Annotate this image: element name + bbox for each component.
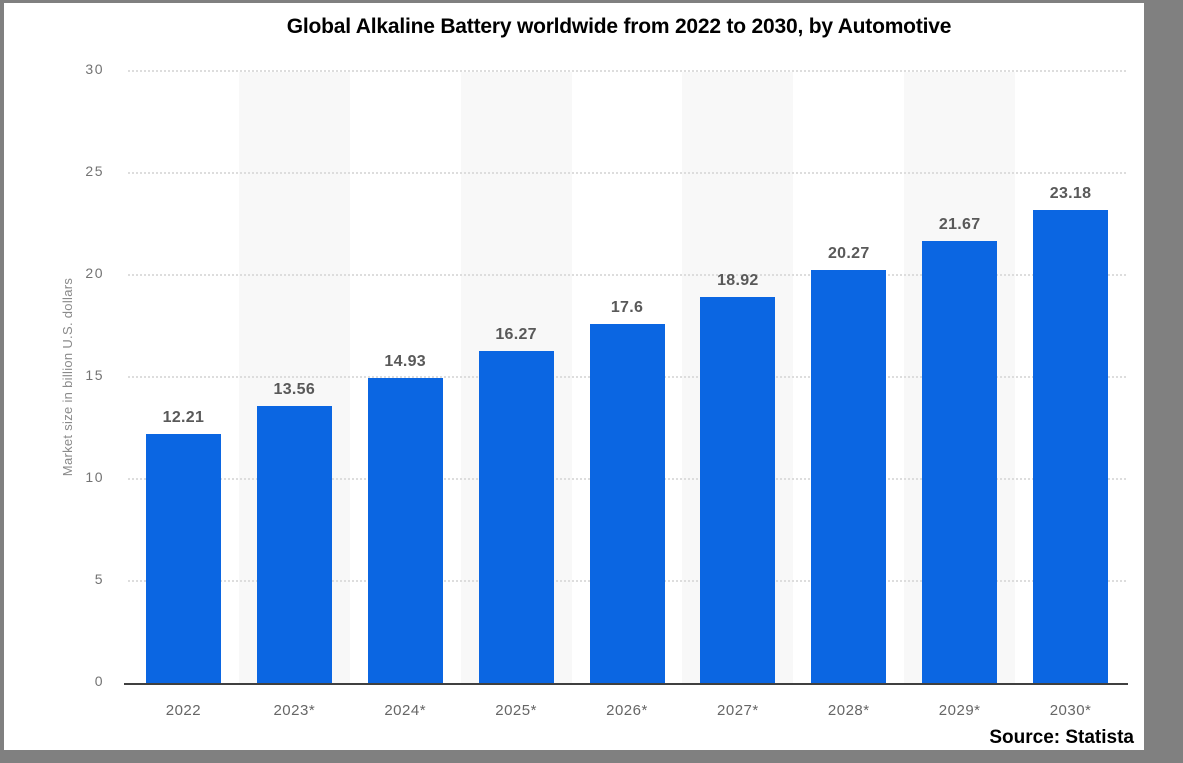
bar [256,406,332,683]
bar-value-label: 14.93 [384,353,426,371]
gridline [128,70,1126,72]
y-tick-label: 0 [94,673,104,689]
bar-value-label: 12.21 [162,408,205,426]
x-tick-label: 2022 [165,702,202,719]
y-axis-tick-labels: 0 5 10 15 20 25 30 [34,61,104,689]
chart-title: Global Alkaline Battery worldwide from 2… [286,15,952,38]
source-label: Source: Statista [989,727,1134,748]
x-tick-label: 2024* [384,702,427,719]
y-tick-label: 15 [85,367,104,383]
bar-value-label: 17.6 [610,298,644,316]
bar-value-label: 20.27 [827,244,870,262]
bar [811,269,887,683]
y-tick-label: 5 [94,571,104,587]
gridline [128,172,1126,174]
y-tick-label: 30 [85,61,104,77]
x-axis-line [124,683,1128,685]
plot-area: 12.21 13.56 14.93 16.27 17.6 18.92 20.27 21.67 2… [128,70,1126,683]
bar-value-label: 21.67 [938,215,981,233]
chart-panel: Global Alkaline Battery worldwide from 2… [4,3,1144,750]
bar [922,240,998,683]
bar-value-label: 23.18 [1049,185,1092,203]
bar [478,351,554,683]
bar [145,433,221,683]
bar [367,378,443,683]
bar-value-label: 16.27 [495,326,537,344]
x-tick-label: 2027* [717,702,759,719]
x-tick-label: 2029* [938,702,981,719]
y-tick-label: 20 [85,265,104,281]
x-tick-label: 2023* [273,702,316,719]
bar-value-label: 13.56 [273,381,316,399]
y-tick-label: 25 [85,163,104,179]
bar-value-label: 18.92 [717,272,759,290]
gridline [128,274,1126,276]
x-tick-label: 2025* [495,702,537,719]
bar [1033,210,1109,683]
x-axis-tick-labels: 2022 2023* 2024* 2025* 2026* 2027* 2028* 2029* 2… [128,702,1126,724]
x-tick-label: 2028* [827,702,870,719]
y-tick-label: 10 [85,469,104,485]
bar [700,297,776,683]
x-tick-label: 2030* [1049,702,1092,719]
bar [589,323,665,683]
x-tick-label: 2026* [606,702,648,719]
